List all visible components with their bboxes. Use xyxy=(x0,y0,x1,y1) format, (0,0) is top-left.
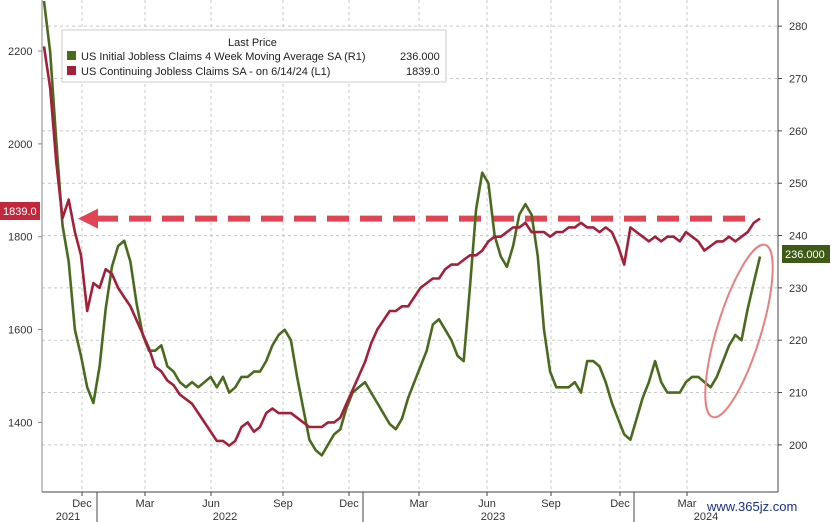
series-initial-claims-line xyxy=(42,0,762,457)
left-tick-label: 2200 xyxy=(8,46,32,58)
x-axis-ticks: Dec Mar Jun Sep Dec Mar Jun Sep Dec Mar xyxy=(72,492,697,510)
legend: Last Price US Initial Jobless Claims 4 W… xyxy=(61,29,447,83)
x-tick-label: Dec xyxy=(339,498,359,510)
green-tag-label: 236.000 xyxy=(785,249,825,261)
x-tick-label: Dec xyxy=(610,498,630,510)
right-tick-label: 260 xyxy=(789,126,807,138)
x-tick-label: Dec xyxy=(72,498,92,510)
left-tick-label: 2000 xyxy=(8,139,32,151)
year-label: 2024 xyxy=(694,511,718,522)
x-tick-label: Jun xyxy=(478,498,496,510)
legend-label-initial-claims: US Initial Jobless Claims 4 Week Moving … xyxy=(81,51,366,63)
legend-box xyxy=(61,29,447,83)
x-tick-label: Sep xyxy=(273,498,293,510)
green-tag-box xyxy=(782,245,830,263)
x-tick-label: Mar xyxy=(410,498,429,510)
series-continuing-claims-line xyxy=(42,46,761,447)
legend-label-continuing-claims: US Continuing Jobless Claims SA - on 6/1… xyxy=(81,66,330,78)
right-tick-label: 280 xyxy=(789,21,807,33)
right-tick-label: 250 xyxy=(789,178,807,190)
green-value-tag: 236.000 xyxy=(782,245,830,263)
left-tick-label: 1400 xyxy=(8,417,32,429)
year-label: 2023 xyxy=(481,511,505,522)
x-tick-label: Sep xyxy=(541,498,561,510)
highlight-ellipse xyxy=(704,243,774,419)
right-tick-label: 200 xyxy=(789,440,807,452)
left-tick-label: 1600 xyxy=(8,325,32,337)
right-tick-label: 230 xyxy=(789,283,807,295)
legend-title: Last Price xyxy=(228,37,277,49)
red-value-tag: 1839.0 xyxy=(0,202,40,220)
red-tag-box xyxy=(0,202,40,220)
year-labels: 2021 2022 2023 2024 xyxy=(56,492,718,522)
year-label: 2021 xyxy=(56,511,80,522)
right-tick-label: 270 xyxy=(789,74,807,86)
red-tag-label: 1839.0 xyxy=(3,206,37,218)
axes xyxy=(41,0,779,493)
right-tick-label: 210 xyxy=(789,388,807,400)
x-tick-label: Mar xyxy=(678,498,697,510)
left-tick-label: 1800 xyxy=(8,232,32,244)
reference-arrow-head xyxy=(78,208,98,229)
right-axis-ticks: 200 210 220 230 240 250 260 270 280 xyxy=(778,21,807,452)
legend-value-initial-claims: 236.000 xyxy=(400,51,440,63)
left-axis-ticks: 1400 1600 1800 2000 2200 xyxy=(8,46,42,429)
legend-swatch-continuing-claims xyxy=(67,66,76,75)
legend-swatch-initial-claims xyxy=(67,51,76,60)
x-tick-label: Jun xyxy=(202,498,220,510)
right-tick-label: 240 xyxy=(789,231,807,243)
x-tick-label: Mar xyxy=(136,498,155,510)
watermark: www.365jz.com xyxy=(706,499,797,514)
right-tick-label: 220 xyxy=(789,335,807,347)
legend-value-continuing-claims: 1839.0 xyxy=(406,66,440,78)
year-label: 2022 xyxy=(213,511,237,522)
